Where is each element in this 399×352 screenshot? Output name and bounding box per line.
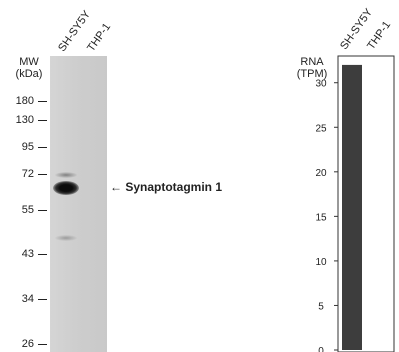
mw-dash-95	[38, 147, 47, 148]
blot-band-synaptotagmin-1	[53, 181, 79, 195]
mw-dash-26	[38, 344, 47, 345]
left-arrow-icon: ←	[110, 180, 122, 194]
rna-ytick-label-0: 0	[318, 346, 324, 352]
rna-ytick-label-10: 10	[315, 257, 327, 268]
western-blot-image	[50, 56, 107, 352]
mw-title-line2: (kDa)	[15, 68, 43, 80]
mw-dash-43	[38, 254, 47, 255]
rna-ytick-label-5: 5	[318, 301, 324, 312]
band-annotation: ← Synaptotagmin 1	[110, 180, 222, 194]
mw-dash-130	[38, 120, 47, 121]
mw-marker-72: 72	[21, 168, 34, 180]
mw-marker-180: 180	[15, 95, 34, 107]
band-annotation-label: Synaptotagmin 1	[125, 180, 223, 194]
mw-marker-95: 95	[21, 141, 34, 153]
rna-ytick-label-20: 20	[315, 168, 327, 179]
mw-dash-180	[38, 101, 47, 102]
mw-dash-55	[38, 210, 47, 211]
mw-marker-34: 34	[21, 293, 34, 305]
mw-dash-72	[38, 174, 47, 175]
rna-title-line2: (TPM)	[296, 68, 328, 80]
mw-marker-43: 43	[21, 248, 34, 260]
rna-ytick-label-25: 25	[315, 123, 327, 134]
rna-bar-sh-sy5y	[342, 64, 362, 350]
rna-axis-title: RNA (TPM)	[294, 56, 330, 80]
mw-axis-title: MW (kDa)	[14, 56, 44, 80]
mw-marker-130: 130	[15, 114, 34, 126]
mw-marker-26: 26	[21, 338, 34, 350]
mw-marker-55: 55	[21, 204, 34, 216]
blot-band-faint-lower	[55, 235, 77, 241]
rna-ytick-label-30: 30	[315, 79, 327, 90]
rna-title-line1: RNA	[300, 56, 324, 68]
blot-band-faint-upper	[55, 172, 77, 178]
mw-dash-34	[38, 299, 47, 300]
mw-title-line1: MW	[19, 56, 39, 68]
rna-ytick-label-15: 15	[315, 212, 327, 223]
